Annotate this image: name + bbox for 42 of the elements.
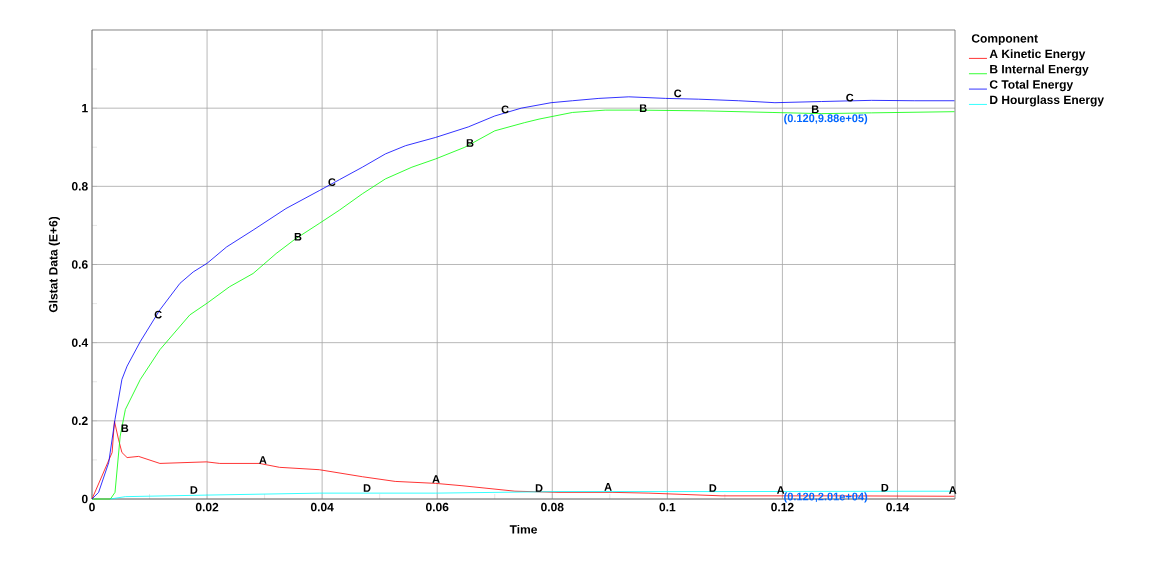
annotation: C bbox=[328, 178, 336, 186]
legend-title: Component bbox=[971, 34, 1038, 46]
annotation: A bbox=[949, 486, 957, 494]
annotation: B bbox=[639, 104, 647, 112]
legend-label: B Internal Energy bbox=[990, 64, 1089, 76]
x-tick-label: 0.06 bbox=[426, 502, 449, 512]
annotation: C bbox=[501, 105, 509, 114]
annotation: B bbox=[811, 105, 819, 114]
x-tick-label: 0 bbox=[89, 502, 95, 512]
x-tick-label: 0.02 bbox=[195, 502, 219, 512]
annotation: D bbox=[881, 483, 889, 492]
annotation: (0.120,2.01e+04) bbox=[784, 492, 868, 503]
annotation: C bbox=[846, 93, 854, 102]
y-tick-label: 0.6 bbox=[71, 260, 88, 269]
y-tick-label: 0.4 bbox=[71, 338, 89, 347]
legend-label: D Hourglass Energy bbox=[990, 95, 1104, 107]
annotation: B bbox=[121, 424, 129, 433]
annotation: D bbox=[535, 484, 543, 492]
annotation: A bbox=[259, 456, 267, 464]
x-tick-label: 0.14 bbox=[886, 502, 910, 512]
x-tick-label: 0.1 bbox=[659, 502, 676, 512]
y-tick-label: 0.2 bbox=[71, 416, 88, 426]
annotation: C bbox=[154, 310, 162, 319]
legend-label: A Kinetic Energy bbox=[989, 49, 1086, 61]
annotation: B bbox=[294, 232, 302, 241]
annotation: B bbox=[466, 139, 474, 147]
legend-label: C Total Energy bbox=[989, 79, 1074, 92]
annotation: (0.120,9.88e+05) bbox=[784, 114, 868, 125]
annotation: C bbox=[674, 89, 682, 98]
annotation: A bbox=[604, 483, 612, 491]
annotation: D bbox=[709, 484, 717, 492]
annotation: A bbox=[432, 475, 440, 483]
annotation: D bbox=[190, 486, 198, 494]
x-tick-label: 0.12 bbox=[771, 502, 794, 512]
y-tick-label: 0 bbox=[81, 494, 88, 504]
x-tick-label: 0.04 bbox=[310, 502, 334, 512]
x-axis-title: Time bbox=[509, 524, 537, 534]
y-axis-title: Glstat Data (E+6) bbox=[48, 216, 60, 313]
x-tick-label: 0.08 bbox=[541, 502, 564, 512]
y-tick-label: 1 bbox=[82, 104, 88, 113]
y-tick-label: 0.8 bbox=[71, 182, 88, 191]
annotation: D bbox=[363, 484, 371, 492]
